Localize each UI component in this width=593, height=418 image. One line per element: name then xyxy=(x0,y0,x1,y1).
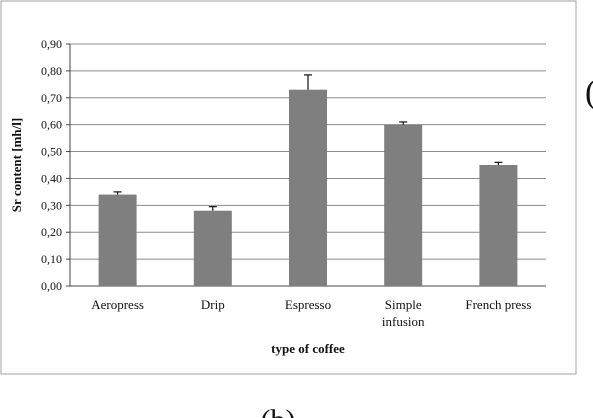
x-tick-label: Aeropress xyxy=(91,297,144,312)
y-tick-label: 0,40 xyxy=(41,171,62,185)
bars xyxy=(98,89,518,287)
figure-caption-fragment: (b) xyxy=(261,404,296,418)
bar xyxy=(193,210,232,286)
y-tick-label: 0,30 xyxy=(41,198,62,212)
panel-label-fragment: ( xyxy=(585,74,593,111)
y-tick-label: 0,00 xyxy=(41,279,62,293)
x-axis-label: type of coffee xyxy=(271,341,345,356)
y-tick-label: 0,50 xyxy=(41,145,62,159)
y-tick-label: 0,80 xyxy=(41,64,62,78)
plot-area: 0,00 0,10 0,20 0,30 0,40 0,50 0,60 0,70 0,80 0,90… xyxy=(41,37,546,329)
y-axis-label: Sr content [mh/l] xyxy=(9,118,24,212)
x-tick-label: French press xyxy=(465,297,531,312)
error-bars xyxy=(113,74,503,211)
y-tick-label: 0,90 xyxy=(41,37,62,51)
y-tick-labels: 0,00 0,10 0,20 0,30 0,40 0,50 0,60 0,70 0,80 0,90 xyxy=(41,37,62,293)
y-tick-label: 0,10 xyxy=(41,252,62,266)
bar xyxy=(289,89,327,286)
x-tick-label: Espresso xyxy=(285,297,331,312)
x-tick-label: Drip xyxy=(201,297,225,312)
bar xyxy=(384,124,423,287)
bar xyxy=(479,165,518,286)
y-tick-label: 0,70 xyxy=(41,91,62,105)
y-tick-label: 0,60 xyxy=(41,118,62,132)
x-tick-label: Simple infusion xyxy=(382,297,425,329)
bar xyxy=(98,194,137,286)
y-tick-label: 0,20 xyxy=(41,225,62,239)
x-tick-labels: Aeropress Drip Espresso Simple infusion Frenc… xyxy=(91,297,531,329)
